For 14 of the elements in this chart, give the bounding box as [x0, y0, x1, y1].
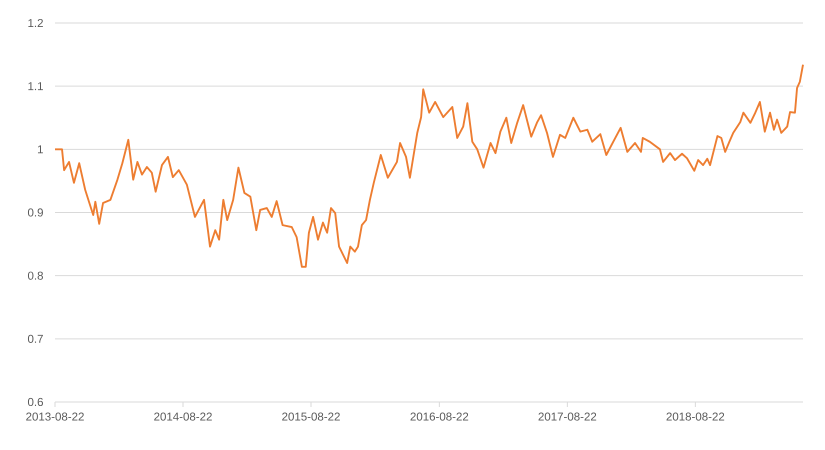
y-tick-label: 0.9 [28, 208, 43, 217]
x-tick-label: 2014-08-22 [154, 412, 212, 421]
x-tick-label: 2013-08-22 [26, 412, 84, 421]
y-tick-label: 1.1 [28, 82, 43, 90]
x-tick-label: 2018-08-22 [666, 412, 724, 421]
y-tick-label: 0.8 [28, 272, 43, 280]
y-tick-label: 1 [38, 145, 43, 154]
y-tick-label: 1.2 [28, 18, 43, 27]
line-series [54, 64, 804, 268]
x-tick-label: 2016-08-22 [410, 412, 468, 421]
x-tick-label: 2017-08-22 [538, 412, 596, 421]
y-tick-label: 0.7 [28, 334, 43, 343]
x-tick-label: 2015-08-22 [282, 412, 340, 421]
y-tick-label: 0.6 [28, 398, 43, 406]
